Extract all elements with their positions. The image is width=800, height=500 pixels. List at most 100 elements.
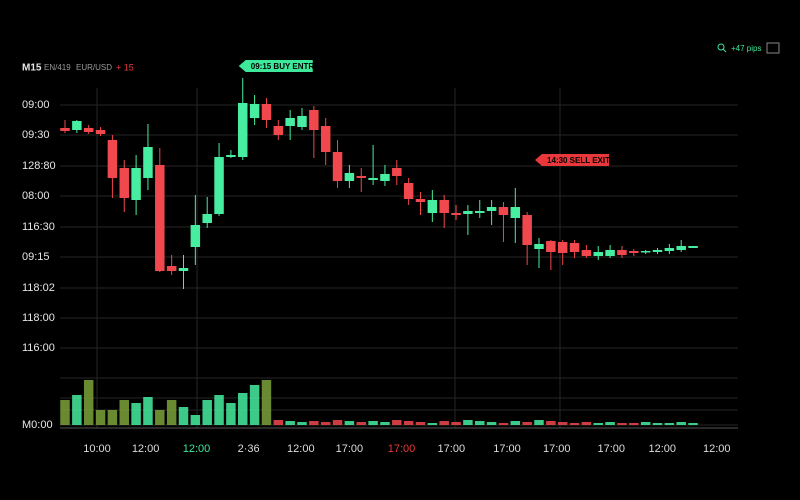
candle-body — [581, 250, 592, 256]
symbol: EUR/USD — [76, 63, 112, 72]
volume-bar — [238, 393, 248, 425]
candle-body — [605, 250, 615, 256]
candle-body — [356, 176, 366, 178]
candle-body — [368, 178, 378, 180]
candle-body — [486, 207, 497, 211]
volume-bar — [415, 422, 426, 425]
candle-body — [380, 174, 390, 181]
pips: +47 pips — [731, 44, 761, 53]
volume-bar — [534, 420, 544, 425]
candle-body — [522, 215, 532, 245]
y-tick-label: 08:00 — [22, 190, 50, 202]
volume-bar — [439, 421, 449, 425]
x-tick-label: 17:00 — [336, 443, 364, 455]
menu-icon[interactable] — [766, 42, 780, 54]
candle-body — [72, 121, 82, 130]
candle-body — [285, 118, 295, 126]
volume-bar — [285, 421, 295, 425]
candle-body — [226, 155, 236, 157]
candle-body — [178, 268, 189, 271]
volume-bar — [486, 422, 497, 425]
volume-bar — [249, 385, 260, 425]
volume-bar — [143, 397, 153, 425]
search-icon[interactable] — [717, 43, 725, 51]
candle-body — [557, 242, 568, 253]
x-tick-label: 17:00 — [388, 443, 416, 455]
volume-bar — [475, 421, 485, 425]
volume-bar — [652, 423, 663, 425]
candle-body — [498, 207, 509, 215]
candle-body — [534, 244, 544, 249]
volume-bar — [463, 420, 473, 425]
volume-bar — [629, 423, 639, 425]
candle-body — [131, 168, 141, 200]
volume-bar — [403, 421, 414, 425]
volume-bar — [131, 403, 141, 425]
volume-bar — [60, 400, 70, 425]
volume-bar — [640, 422, 651, 425]
volume-bar — [332, 420, 343, 425]
annotation-text: 09:15 BUY ENTRY — [251, 62, 320, 71]
volume-bar — [451, 422, 461, 425]
candle-body — [297, 116, 307, 127]
y-tick-label: 118:00 — [22, 312, 55, 324]
x-tick-label: 17:00 — [543, 443, 571, 455]
volume-bar — [368, 421, 378, 425]
y-tick-label: 09:00 — [22, 99, 50, 111]
candle-body — [546, 241, 556, 252]
x-tick-label: 17:00 — [438, 443, 466, 455]
change: + 15 — [116, 62, 134, 72]
volume-bar — [664, 423, 675, 425]
candle-body — [214, 157, 224, 214]
candle-body — [569, 243, 580, 252]
candle-body — [463, 211, 473, 214]
x-tick-label: 12:00 — [703, 443, 731, 455]
volume-bar — [273, 420, 284, 425]
volume-bar — [214, 395, 224, 425]
x-tick-label: 12:00 — [183, 443, 211, 455]
candle-body — [155, 165, 165, 271]
volume-bar — [83, 380, 94, 425]
candle-body — [202, 214, 212, 223]
candle-body — [617, 250, 627, 255]
x-tick-label: 17:00 — [598, 443, 626, 455]
volume-bar — [297, 422, 307, 425]
candle-body — [332, 152, 343, 181]
volume-bar — [569, 423, 580, 425]
candle-body — [593, 252, 603, 256]
candle-body — [320, 126, 331, 152]
volume-bar — [190, 415, 201, 425]
candle-body — [640, 251, 651, 253]
x-tick-label: 12:00 — [132, 443, 160, 455]
candle-body — [60, 128, 70, 131]
y-tick-label: M0:00 — [22, 419, 53, 431]
volume-bar — [119, 400, 129, 425]
candle-body — [629, 251, 639, 253]
candle-body — [238, 103, 248, 157]
volume-bar — [510, 421, 521, 425]
volume-bar — [593, 423, 603, 425]
candle-body — [403, 183, 414, 199]
y-tick-label: 116:00 — [22, 342, 55, 354]
candle-body — [249, 104, 260, 118]
y-tick-label: 09:15 — [22, 251, 50, 263]
candle-body — [273, 126, 284, 135]
y-tick-label: 118:02 — [22, 282, 55, 294]
candle-body — [107, 140, 118, 178]
candle-body — [439, 200, 449, 213]
y-tick-label: 128:80 — [22, 160, 56, 172]
volume-bar — [522, 422, 532, 425]
candle-body — [676, 246, 686, 250]
candle-body — [427, 200, 438, 213]
candle-body — [475, 211, 485, 213]
candle-body — [510, 207, 521, 218]
volume-bar — [320, 422, 331, 425]
candle-body — [119, 168, 129, 198]
volume-bar — [178, 407, 189, 425]
volume-bar — [155, 410, 165, 425]
candle-body — [415, 199, 426, 202]
volume-bar — [688, 423, 698, 425]
account: EN/419 — [44, 63, 71, 72]
candle-body — [652, 250, 663, 252]
candle-body — [664, 248, 675, 251]
